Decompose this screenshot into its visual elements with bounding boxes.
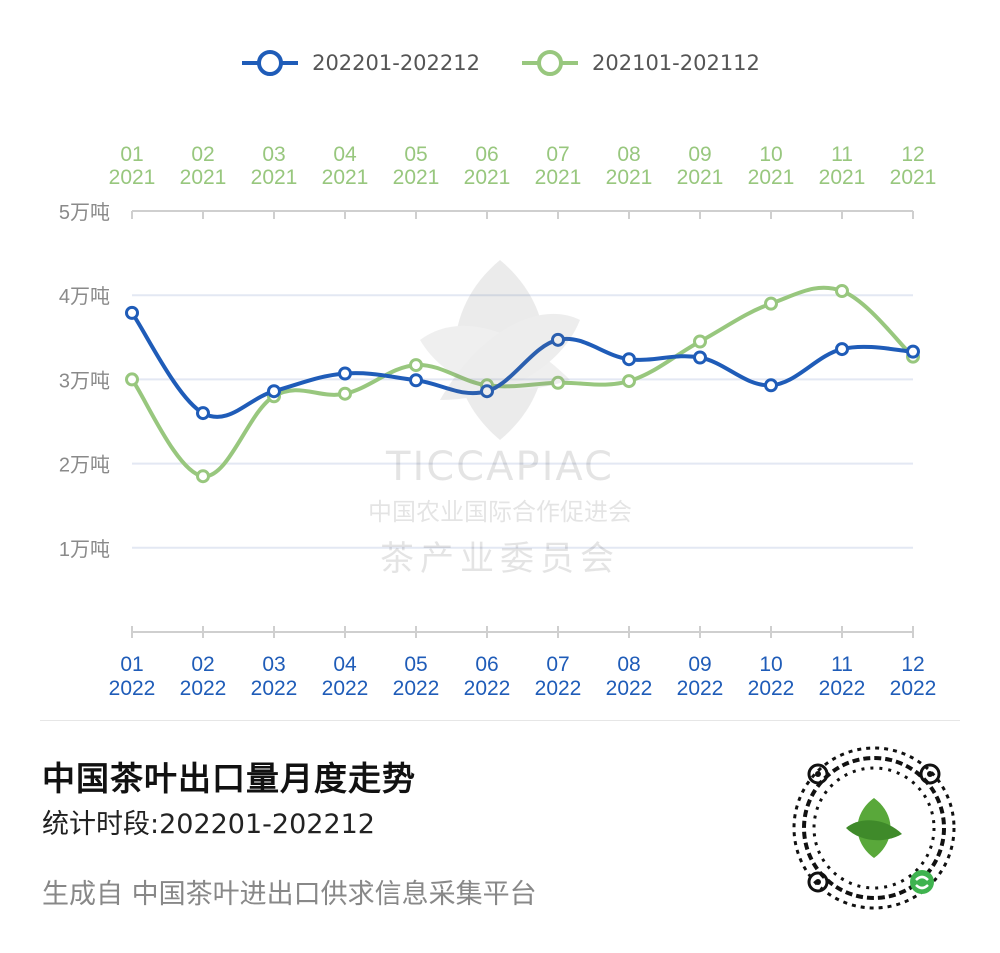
legend-label-2021: 202101-202112 [592, 51, 760, 75]
legend-label-2022: 202201-202212 [312, 51, 480, 75]
x-top-year-label: 2021 [393, 166, 440, 189]
x-top-month-label: 07 [546, 143, 569, 166]
x-bottom-year-label: 2022 [322, 677, 369, 700]
x-top-month-label: 12 [901, 143, 924, 166]
statistics-period: 统计时段:202201-202212 [42, 809, 375, 840]
data-point [764, 378, 778, 393]
x-top-year-label: 2021 [251, 166, 298, 189]
data-point [125, 372, 139, 387]
x-top-month-label: 11 [831, 143, 853, 166]
data-point [267, 384, 281, 399]
x-top-year-label: 2021 [819, 166, 866, 189]
y-tick-label: 5万吨 [59, 201, 110, 224]
x-bottom-month-label: 05 [404, 653, 427, 676]
x-top-year-label: 2021 [180, 166, 227, 189]
x-bottom-month-label: 07 [546, 653, 569, 676]
series-line-202201-202212 [130, 311, 914, 419]
x-bottom-year-label: 2022 [393, 677, 440, 700]
data-point [551, 375, 565, 390]
legend-item-2021[interactable]: 202101-202112 [520, 48, 760, 78]
line-chart: 5万吨4万吨3万吨2万吨1万吨0120210120220220210220220… [59, 143, 937, 700]
x-top-month-label: 02 [191, 143, 214, 166]
data-point [622, 374, 636, 389]
data-point [551, 332, 565, 347]
x-bottom-month-label: 01 [120, 653, 143, 676]
x-bottom-month-label: 04 [333, 653, 357, 676]
x-top-month-label: 08 [617, 143, 640, 166]
x-bottom-month-label: 10 [759, 653, 782, 676]
x-bottom-month-label: 12 [901, 653, 924, 676]
legend-item-2022[interactable]: 202201-202212 [240, 48, 480, 78]
x-bottom-year-label: 2022 [109, 677, 156, 700]
x-bottom-year-label: 2022 [890, 677, 937, 700]
x-top-month-label: 06 [475, 143, 498, 166]
data-point [409, 373, 423, 388]
y-tick-label: 3万吨 [59, 369, 110, 392]
x-top-year-label: 2021 [109, 166, 156, 189]
data-point [196, 406, 210, 421]
y-tick-label: 2万吨 [59, 454, 110, 477]
x-bottom-month-label: 03 [262, 653, 285, 676]
chart-legend: 202201-202212 202101-202112 [0, 48, 1000, 78]
x-top-month-label: 01 [120, 143, 143, 166]
x-bottom-year-label: 2022 [180, 677, 227, 700]
x-top-month-label: 03 [262, 143, 285, 166]
x-bottom-month-label: 02 [191, 653, 214, 676]
x-top-year-label: 2021 [606, 166, 653, 189]
divider [40, 720, 960, 721]
data-point [338, 386, 352, 401]
x-bottom-month-label: 08 [617, 653, 640, 676]
x-top-year-label: 2021 [464, 166, 511, 189]
x-bottom-year-label: 2022 [748, 677, 795, 700]
x-bottom-year-label: 2022 [251, 677, 298, 700]
data-point [764, 296, 778, 311]
legend-marker-2021-icon [522, 50, 578, 76]
page-title: 中国茶叶出口量月度走势 [42, 759, 416, 798]
x-bottom-year-label: 2022 [819, 677, 866, 700]
legend-marker-2022-icon [242, 50, 299, 76]
x-top-year-label: 2021 [677, 166, 724, 189]
x-top-year-label: 2021 [748, 166, 795, 189]
data-point [196, 469, 210, 484]
data-point [693, 334, 707, 349]
y-tick-label: 4万吨 [59, 285, 110, 308]
x-bottom-month-label: 09 [688, 653, 711, 676]
data-point [622, 352, 636, 367]
data-point [835, 342, 849, 357]
x-top-month-label: 10 [759, 143, 782, 166]
x-top-month-label: 05 [404, 143, 427, 166]
data-point [693, 350, 707, 365]
x-bottom-month-label: 06 [475, 653, 498, 676]
data-point [125, 305, 139, 320]
data-point [835, 283, 849, 298]
data-point [409, 358, 423, 373]
data-point [480, 384, 494, 399]
x-bottom-year-label: 2022 [677, 677, 724, 700]
qr-code-icon[interactable] [788, 742, 960, 914]
x-top-month-label: 09 [688, 143, 711, 166]
series-line-202101-202112 [130, 285, 915, 479]
source-note: 生成自 中国茶叶进出口供求信息采集平台 [42, 879, 537, 910]
data-point [906, 344, 920, 359]
y-tick-label: 1万吨 [59, 538, 110, 561]
data-point [338, 366, 352, 381]
x-top-year-label: 2021 [535, 166, 582, 189]
x-top-month-label: 04 [333, 143, 357, 166]
x-bottom-year-label: 2022 [606, 677, 653, 700]
x-bottom-month-label: 11 [831, 653, 853, 676]
x-bottom-year-label: 2022 [535, 677, 582, 700]
x-top-year-label: 2021 [322, 166, 369, 189]
x-bottom-year-label: 2022 [464, 677, 511, 700]
x-top-year-label: 2021 [890, 166, 937, 189]
